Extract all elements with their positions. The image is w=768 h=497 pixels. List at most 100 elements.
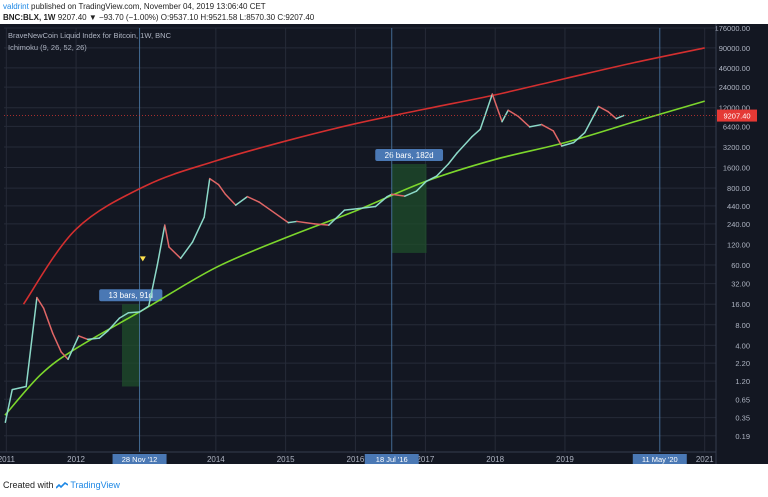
- price-segment: [528, 123, 543, 128]
- price-segment: [138, 305, 150, 313]
- x-tick-label: 2015: [277, 455, 295, 464]
- y-tick-label: 1.20: [735, 377, 750, 386]
- price-segment: [67, 335, 80, 361]
- price-segment: [471, 128, 482, 138]
- publisher-line: valdrint published on TradingView.com, N…: [3, 2, 266, 11]
- publisher-text: published on TradingView.com, November 0…: [31, 2, 266, 11]
- vertical-marker-label: 11 May '20: [642, 455, 678, 464]
- price-segment: [11, 385, 27, 391]
- y-tick-label: 4.00: [735, 341, 750, 350]
- date-range-label: 26 bars, 182d: [385, 151, 434, 160]
- y-tick-label: 440.00: [727, 202, 750, 211]
- upper-band-curve: [22, 47, 705, 305]
- price-segment: [60, 351, 69, 361]
- y-tick-label: 16.00: [731, 300, 750, 309]
- last-price-tag-bg: [717, 109, 757, 122]
- y-tick-label: 60.00: [731, 261, 750, 270]
- price-segment: [607, 110, 617, 120]
- created-with-text: Created with: [3, 480, 54, 490]
- price-segment: [447, 152, 458, 165]
- y-tick-label: 240.00: [727, 220, 750, 229]
- price-segment: [4, 388, 13, 423]
- price-segment: [98, 330, 109, 339]
- price-segment: [540, 123, 555, 132]
- x-tick-label: 2018: [486, 455, 504, 464]
- y-tick-label: 0.19: [735, 432, 750, 441]
- publisher-name[interactable]: valdrint: [3, 2, 29, 11]
- price-segment: [246, 195, 260, 203]
- price-segment: [156, 224, 166, 266]
- chart-title: BraveNewCoin Liquid Index for Bitcoin, 1…: [8, 31, 172, 40]
- price-segment: [615, 114, 625, 120]
- symbol-ohlc-line: BNC:BLX, 1W 9207.40 ▼ −93.70 (−1.00%) O:…: [3, 13, 314, 22]
- price-segment: [52, 332, 62, 353]
- price-segment: [258, 201, 272, 211]
- price-segment: [390, 193, 406, 197]
- y-tick-label: 32.00: [731, 280, 750, 289]
- price-segment: [456, 136, 473, 154]
- price-segment: [269, 209, 290, 224]
- price-segment: [572, 131, 586, 144]
- vertical-marker-label-bg: [112, 454, 167, 464]
- x-tick-label: 2014: [207, 455, 225, 464]
- y-tick-label: 90000.00: [719, 44, 750, 53]
- y-tick-label: 1600.00: [723, 164, 750, 173]
- x-tick-label: 2021: [696, 455, 714, 464]
- price-segment: [507, 109, 519, 117]
- price-segment: [552, 130, 563, 147]
- footer: Created with TradingView: [3, 480, 120, 490]
- price-segment: [479, 93, 494, 131]
- lower-band-curve: [4, 100, 705, 416]
- indicator-label: Ichimoku (9, 26, 52, 26): [8, 43, 87, 52]
- price-segment: [191, 216, 205, 243]
- price-segment: [328, 209, 346, 226]
- price-segment: [203, 177, 211, 218]
- x-tick-label: 2017: [416, 455, 434, 464]
- price-segment: [403, 190, 418, 197]
- price-segment: [287, 220, 298, 224]
- price-segment: [234, 195, 249, 206]
- x-tick-label: 2011: [0, 455, 15, 464]
- y-tick-label: 46000.00: [719, 64, 750, 73]
- x-tick-label: 2012: [67, 455, 85, 464]
- symbol-line: BNC:BLX, 1W: [3, 13, 56, 22]
- price-segment: [42, 307, 54, 335]
- y-tick-label: 24000.00: [719, 83, 750, 92]
- price-segment: [217, 183, 227, 195]
- vertical-marker-label-bg: [364, 454, 419, 464]
- chart-panel[interactable]: 176000.00 90000.00 46000.00 24000.00 12000.0…: [0, 24, 768, 464]
- date-range-box: [391, 164, 427, 253]
- y-tick-label: 120.00: [727, 240, 750, 249]
- y-tick-label: 176000.00: [715, 24, 750, 33]
- price-segment: [208, 177, 220, 186]
- price-segment: [168, 246, 182, 260]
- vertical-marker-label-bg: [632, 454, 687, 464]
- date-range-label: 13 bars, 91d: [109, 291, 153, 300]
- y-tick-label: 0.65: [735, 395, 750, 404]
- y-tick-label: 6400.00: [723, 122, 750, 131]
- price-segment: [357, 205, 377, 210]
- price-chart[interactable]: 176000.00 90000.00 46000.00 24000.00 12000.0…: [0, 24, 768, 464]
- price-segment: [224, 193, 237, 206]
- price-segment: [501, 109, 509, 123]
- price-segment: [425, 175, 438, 183]
- price-segment: [107, 317, 121, 332]
- vertical-marker-label: 28 Nov '12: [122, 455, 158, 464]
- price-segment: [343, 207, 359, 211]
- tradingview-brand[interactable]: TradingView: [70, 480, 120, 490]
- price-segment: [435, 163, 450, 177]
- y-tick-label: 2.20: [735, 359, 750, 368]
- x-tick-label: 2019: [556, 455, 574, 464]
- price-segment: [584, 105, 600, 134]
- date-range-box: [121, 304, 140, 387]
- price-segment: [415, 180, 427, 192]
- price-segment: [164, 224, 170, 248]
- price-segment: [374, 195, 388, 208]
- price-segment: [86, 337, 100, 341]
- y-tick-label: 8.00: [735, 321, 750, 330]
- price-segment: [517, 115, 531, 128]
- last-price-tag: 9207.40: [723, 112, 750, 121]
- price-segment: [179, 241, 194, 260]
- price-segment: [36, 296, 45, 309]
- y-tick-label: 0.35: [735, 414, 750, 423]
